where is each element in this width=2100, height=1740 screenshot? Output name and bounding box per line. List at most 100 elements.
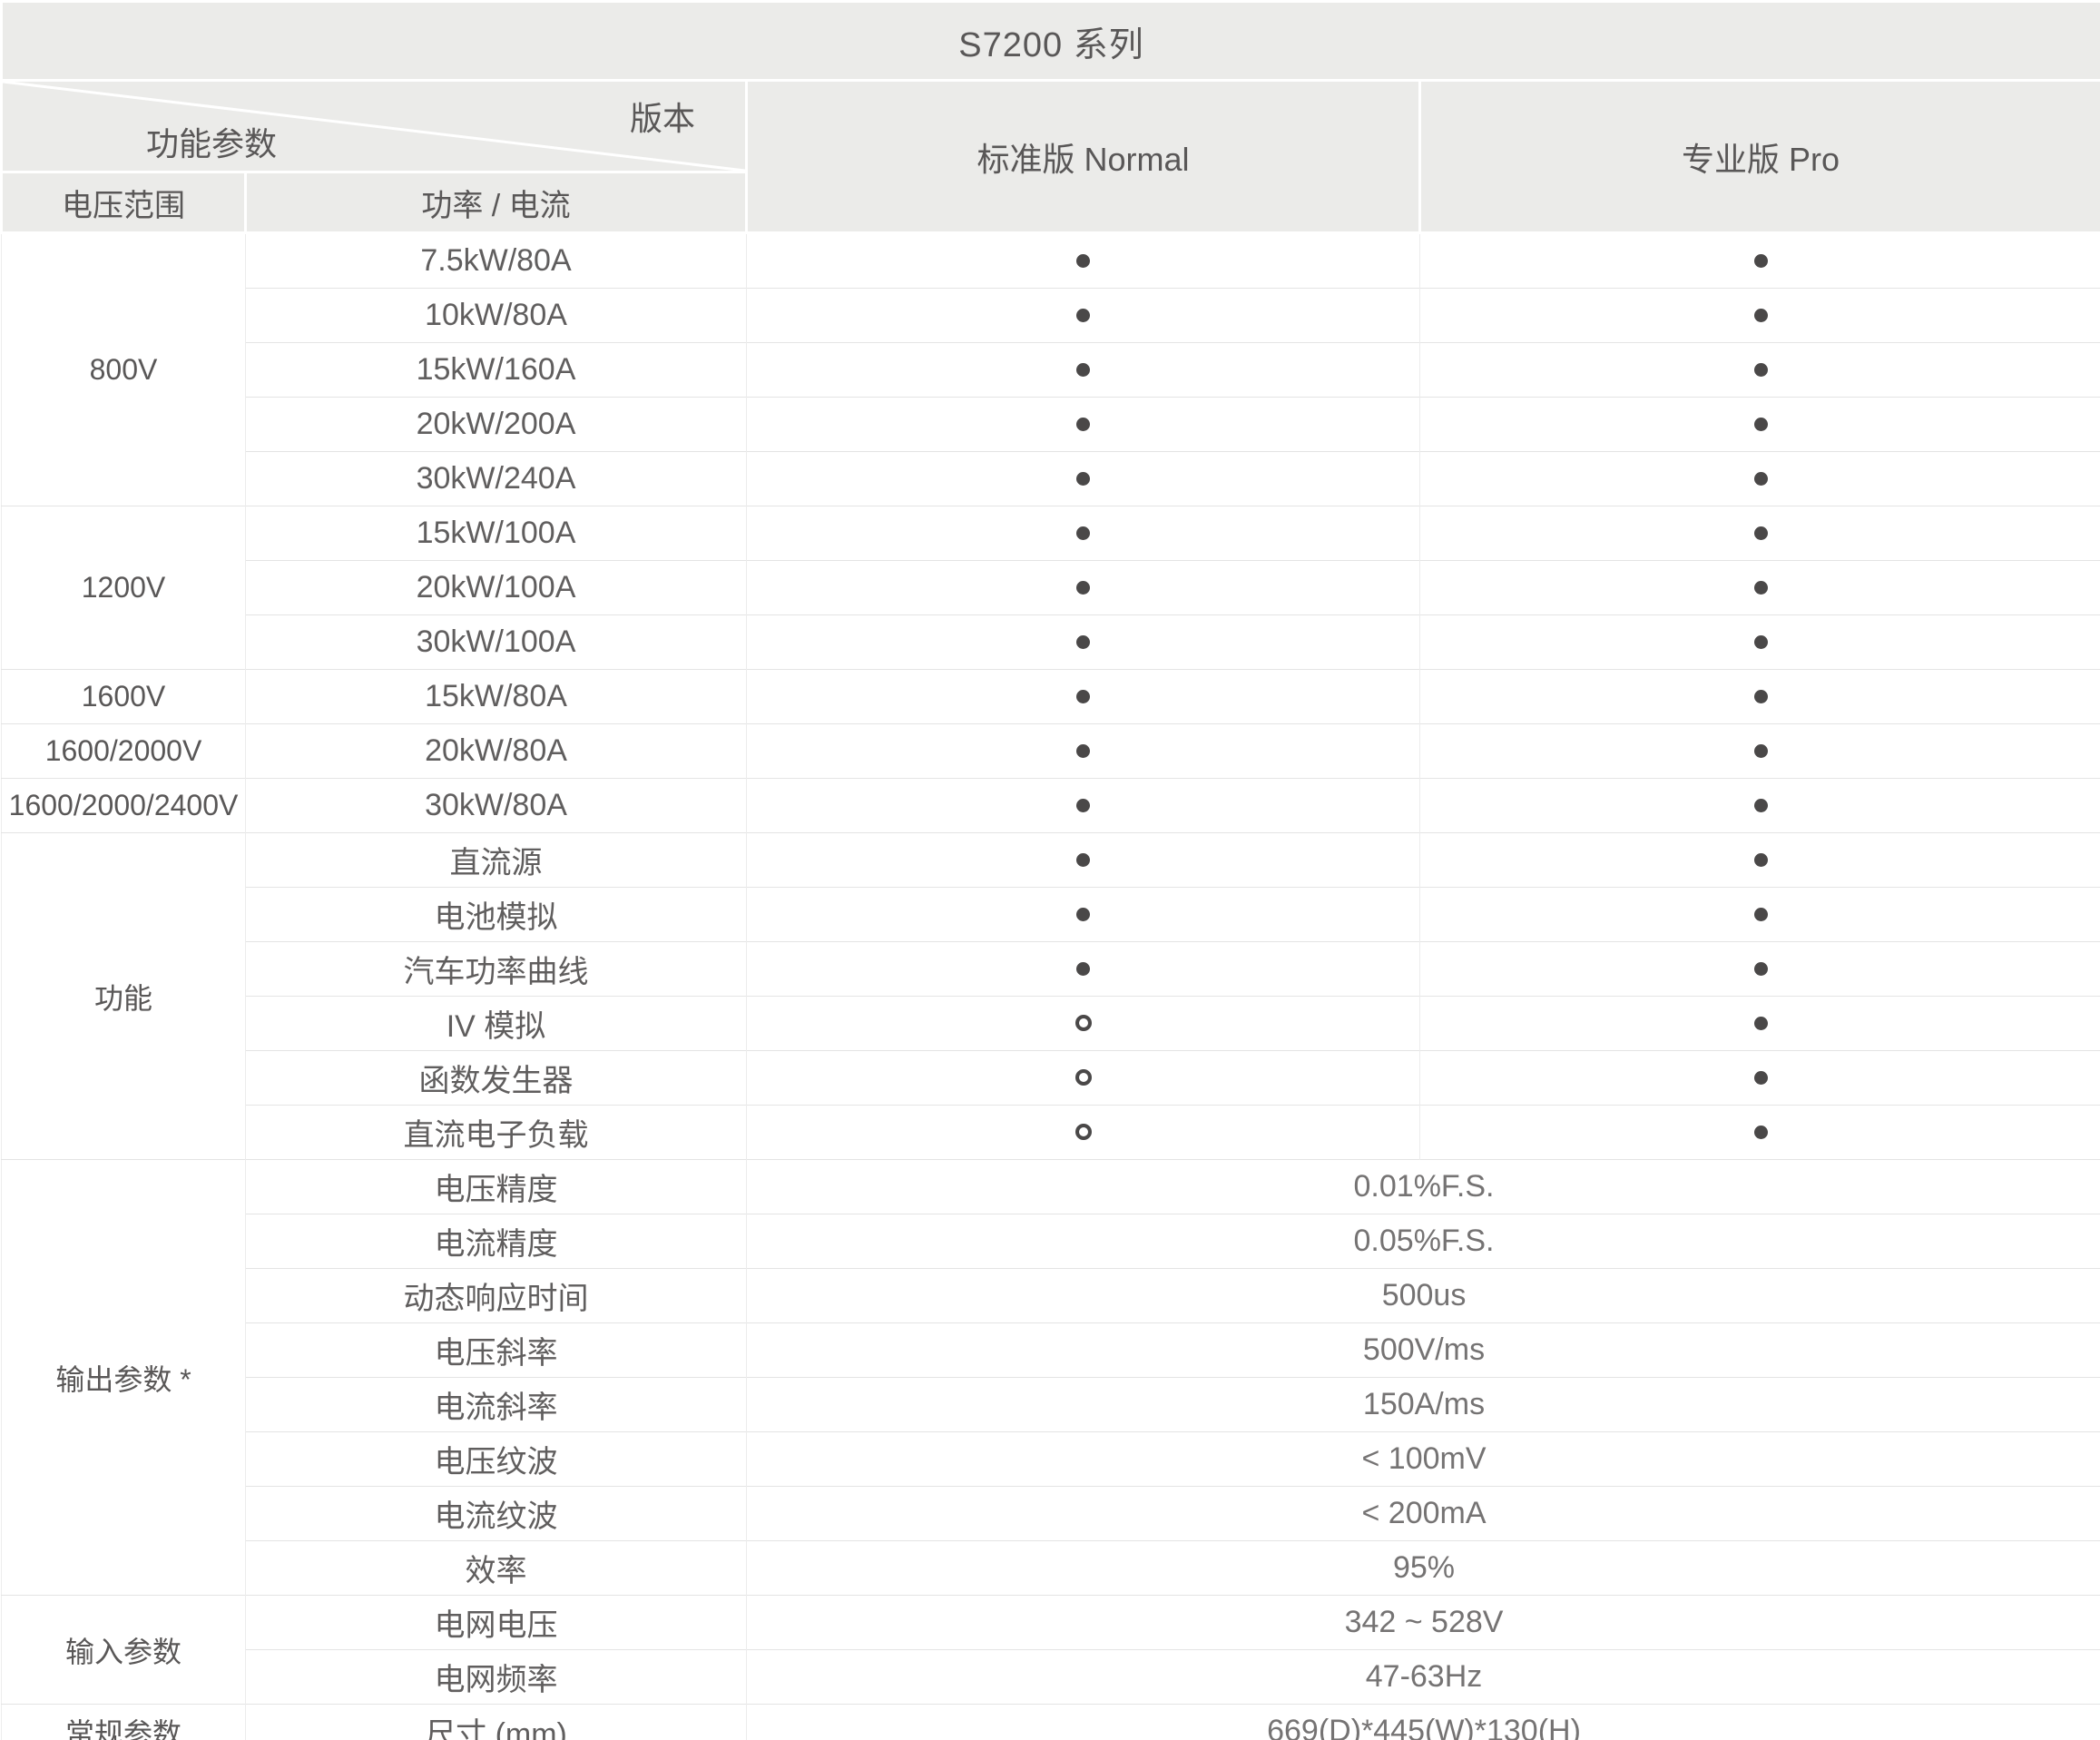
availability-cell-pro [1419, 451, 2100, 506]
group-label-cell: 1600/2000/2400V [1, 778, 246, 833]
version-header-row: 版本 功能参数 标准版 Normal 专业版 Pro [0, 79, 2100, 234]
availability-cell-normal [746, 232, 1420, 289]
spec-item-cell: 尺寸 (mm) [245, 1704, 747, 1740]
hollow-dot-icon [1075, 1124, 1092, 1141]
spec-item-cell: 直流电子负载 [245, 1105, 747, 1160]
hollow-dot-icon [1075, 1069, 1092, 1086]
group-label-cell: 输入参数 [1, 1595, 246, 1705]
spec-item-cell: 汽车功率曲线 [245, 941, 747, 997]
title-row: S7200 系列 [0, 0, 2100, 82]
spec-item-cell: 电流斜率 [245, 1377, 747, 1432]
spec-value-cell: 500V/ms [746, 1322, 2100, 1378]
availability-cell-pro [1419, 1050, 2100, 1106]
availability-cell-pro [1419, 669, 2100, 724]
filled-dot-icon [1753, 961, 1768, 976]
availability-cell-pro [1419, 506, 2100, 561]
spec-item-cell: IV 模拟 [245, 996, 747, 1051]
spec-value-cell: 150A/ms [746, 1377, 2100, 1432]
availability-cell-normal [746, 451, 1420, 506]
availability-cell-pro [1419, 232, 2100, 289]
spec-row: 20kW/100A [2, 560, 2100, 615]
column-header-normal: 标准版 Normal [745, 79, 1421, 234]
spec-value-cell: 0.05%F.S. [746, 1214, 2100, 1269]
availability-cell-normal [746, 1050, 1420, 1106]
availability-cell-pro [1419, 723, 2100, 779]
filled-dot-icon [1076, 526, 1090, 540]
filled-dot-icon [1076, 362, 1090, 377]
subheader-power-current: 功率 / 电流 [244, 171, 748, 234]
spec-value-cell: < 100mV [746, 1431, 2100, 1487]
spec-item-cell: 电网频率 [245, 1649, 747, 1705]
spec-row: 输入参数 电网电压 342 ~ 528V [1, 1595, 2100, 1705]
filled-dot-icon [1076, 580, 1090, 595]
spec-value-cell: 342 ~ 528V [746, 1595, 2100, 1650]
group-label-cell: 1600/2000V [1, 723, 246, 779]
spec-row: 1600/2000V 20kW/80A [1, 723, 2100, 779]
availability-cell-pro [1419, 887, 2100, 942]
spec-row: 功能 直流源 [1, 832, 2100, 1160]
filled-dot-icon [1753, 852, 1768, 867]
spec-item-cell: 20kW/200A [245, 397, 747, 452]
filled-dot-icon [1076, 308, 1090, 322]
spec-item-cell: 20kW/100A [245, 560, 747, 615]
filled-dot-icon [1753, 1070, 1768, 1085]
spec-table-header: S7200 系列 版本 功能参数 标准版 Normal 专业版 Pro 电压范围… [0, 0, 2100, 234]
spec-item-cell: 10kW/80A [245, 288, 747, 343]
spec-row: 输出参数 * 电压精度 0.01%F.S. [1, 1159, 2100, 1596]
filled-dot-icon [1076, 471, 1090, 486]
spec-item-cell: 动态响应时间 [245, 1268, 747, 1323]
spec-row: 30kW/240A [2, 451, 2100, 506]
availability-cell-pro [1419, 832, 2100, 888]
availability-cell-normal [746, 887, 1420, 942]
spec-item-cell: 15kW/80A [245, 669, 747, 724]
spec-item-cell: 效率 [245, 1540, 747, 1596]
spec-item-cell: 电压纹波 [245, 1431, 747, 1487]
availability-cell-normal [746, 506, 1420, 561]
spec-row: 动态响应时间 500us [2, 1268, 2100, 1323]
filled-dot-icon [1753, 743, 1768, 758]
diagonal-divider-line [3, 82, 745, 171]
availability-cell-pro [1419, 288, 2100, 343]
filled-dot-icon [1076, 417, 1090, 431]
availability-cell-normal [746, 560, 1420, 615]
availability-cell-normal [746, 342, 1420, 398]
availability-cell-pro [1419, 941, 2100, 997]
spec-row: 电压斜率 500V/ms [2, 1322, 2100, 1378]
availability-cell-pro [1419, 342, 2100, 398]
spec-row: 直流电子负载 [2, 1105, 2100, 1160]
spec-value-cell: 95% [746, 1540, 2100, 1596]
group-label-cell: 输出参数 * [1, 1159, 246, 1596]
filled-dot-icon [1076, 743, 1090, 758]
spec-row: 效率 95% [2, 1540, 2100, 1596]
availability-cell-normal [746, 288, 1420, 343]
spec-table-body: 800V 7.5kW/80A 10kW/80A 15kW/160A 20kW/200A 3… [1, 232, 2100, 1740]
availability-cell-pro [1419, 996, 2100, 1051]
availability-cell-normal [746, 832, 1420, 888]
spec-item-cell: 电网电压 [245, 1595, 747, 1650]
availability-cell-normal [746, 778, 1420, 833]
filled-dot-icon [1753, 634, 1768, 649]
availability-cell-normal [746, 996, 1420, 1051]
filled-dot-icon [1076, 634, 1090, 649]
spec-row: 1600/2000/2400V 30kW/80A [1, 778, 2100, 833]
availability-cell-pro [1419, 560, 2100, 615]
spec-row: 10kW/80A [2, 288, 2100, 343]
availability-cell-normal [746, 614, 1420, 670]
spec-item-cell: 电压精度 [245, 1159, 747, 1214]
hollow-dot-icon [1075, 1015, 1092, 1032]
spec-item-cell: 电流纹波 [245, 1486, 747, 1541]
spec-value-cell: 500us [746, 1268, 2100, 1323]
availability-cell-normal [746, 669, 1420, 724]
spec-item-cell: 直流源 [245, 832, 747, 888]
group-label-cell: 1600V [1, 669, 246, 724]
filled-dot-icon [1076, 253, 1090, 268]
spec-item-cell: 7.5kW/80A [245, 232, 747, 289]
filled-dot-icon [1753, 798, 1768, 812]
filled-dot-icon [1753, 417, 1768, 431]
spec-row: 30kW/100A [2, 614, 2100, 670]
spec-row: 15kW/160A [2, 342, 2100, 398]
spec-value-cell: 669(D)*445(W)*130(H) [746, 1704, 2100, 1740]
availability-cell-normal [746, 941, 1420, 997]
